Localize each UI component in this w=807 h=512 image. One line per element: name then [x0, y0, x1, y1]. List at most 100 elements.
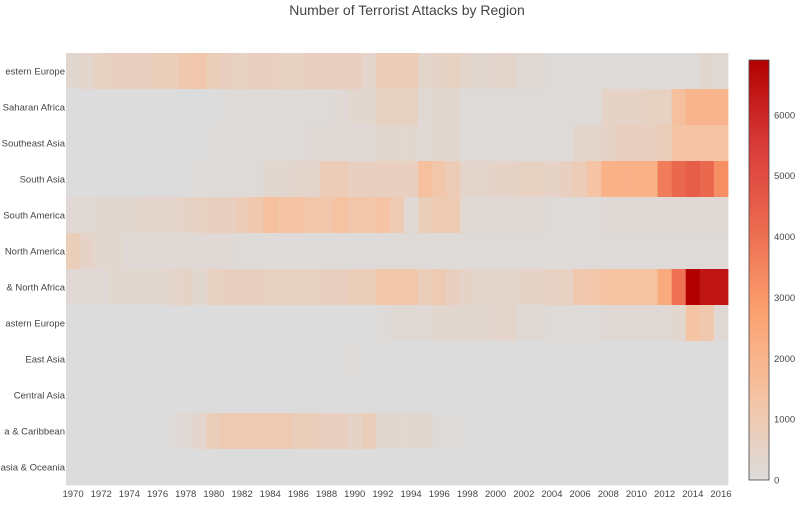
heatmap-cell — [474, 53, 489, 90]
heatmap-cell — [573, 269, 588, 306]
heatmap-cell — [277, 377, 292, 414]
heatmap-cell — [108, 53, 123, 90]
heatmap-cell — [587, 53, 602, 90]
heatmap-cell — [629, 233, 644, 270]
heatmap-cell — [192, 377, 208, 414]
heatmap-cell — [544, 161, 560, 198]
heatmap-cell — [389, 197, 405, 234]
heatmap-cell — [502, 413, 518, 450]
heatmap-cell — [220, 161, 236, 198]
heatmap-cell — [94, 53, 109, 90]
heatmap-cell — [80, 305, 95, 342]
heatmap-cell — [643, 161, 658, 198]
heatmap-cell — [432, 377, 447, 414]
heatmap-cell — [601, 53, 616, 90]
heatmap-cell — [80, 449, 95, 486]
heatmap-cell — [671, 449, 687, 486]
heatmap-cell — [657, 53, 673, 90]
heatmap-cell — [347, 269, 363, 306]
heatmap-cell — [94, 161, 109, 198]
heatmap-cell — [206, 53, 222, 90]
heatmap-cell — [291, 125, 306, 162]
heatmap-cell — [220, 449, 236, 486]
heatmap-cell — [404, 377, 419, 414]
heatmap-cell — [516, 341, 532, 378]
x-tick-label: 1982 — [231, 489, 252, 500]
heatmap-cell — [347, 377, 363, 414]
heatmap-cell — [544, 377, 560, 414]
heatmap-cell — [178, 341, 194, 378]
x-tick-label: 2016 — [710, 489, 731, 500]
heatmap-cell — [685, 89, 701, 126]
y-tick-label: a & Caribbean — [4, 427, 65, 438]
heatmap-cell — [206, 197, 222, 234]
heatmap-cell — [629, 161, 644, 198]
colorbar-ticks: 0 1000 2000 3000 4000 5000 6000 — [774, 110, 795, 486]
x-tick-label: 1992 — [372, 489, 393, 500]
heatmap-cell — [249, 89, 264, 126]
heatmap-cell — [657, 269, 673, 306]
heatmap-cell — [305, 125, 320, 162]
heatmap-cell — [544, 89, 560, 126]
heatmap-cell — [122, 233, 137, 270]
heatmap-cell — [277, 269, 292, 306]
heatmap-cell — [502, 89, 518, 126]
heatmap-cell — [206, 449, 222, 486]
heatmap-cell — [418, 449, 433, 486]
heatmap-cell — [80, 377, 95, 414]
heatmap-cell — [108, 449, 123, 486]
heatmap-cell — [249, 125, 264, 162]
heatmap-cell — [249, 341, 264, 378]
heatmap-cell — [249, 377, 264, 414]
heatmap-cell — [305, 305, 320, 342]
heatmap-cell — [94, 341, 109, 378]
heatmap-cell — [516, 233, 532, 270]
heatmap-cell — [544, 125, 560, 162]
heatmap-cell — [249, 449, 264, 486]
heatmap-cell — [136, 449, 151, 486]
heatmap-cell — [122, 305, 137, 342]
heatmap-cell — [685, 413, 701, 450]
heatmap-cell — [220, 269, 236, 306]
heatmap-cell — [192, 449, 208, 486]
heatmap-cell — [164, 53, 180, 90]
heatmap-cell — [544, 413, 560, 450]
heatmap-cell — [657, 233, 673, 270]
heatmap-cell — [136, 305, 151, 342]
heatmap-cell — [530, 449, 546, 486]
heatmap-cell — [488, 377, 504, 414]
heatmap-cell — [192, 341, 208, 378]
heatmap-cell — [80, 53, 95, 90]
heatmap-cell — [361, 269, 377, 306]
heatmap-cell — [122, 161, 137, 198]
heatmap-cell — [685, 197, 701, 234]
heatmap-cell — [136, 161, 151, 198]
heatmap-cell — [178, 89, 194, 126]
heatmap-cell — [389, 53, 405, 90]
heatmap-cell — [347, 305, 363, 342]
heatmap-cell — [544, 233, 560, 270]
heatmap-cell — [418, 89, 433, 126]
heatmap-cell — [699, 305, 715, 342]
heatmap-cell — [66, 449, 81, 486]
heatmap-cell — [164, 341, 180, 378]
heatmap-cell — [361, 305, 377, 342]
heatmap-cell — [150, 449, 165, 486]
heatmap-cell — [432, 161, 447, 198]
heatmap-cell — [432, 305, 447, 342]
heatmap-cell — [347, 89, 363, 126]
heatmap-cell — [404, 341, 419, 378]
heatmap-cell — [291, 197, 306, 234]
heatmap-cell — [122, 197, 137, 234]
heatmap-cell — [319, 449, 335, 486]
heatmap-cell — [206, 341, 222, 378]
heatmap-cell — [347, 413, 363, 450]
heatmap-cell — [108, 377, 123, 414]
heatmap-cell — [685, 449, 701, 486]
heatmap-cell — [643, 53, 658, 90]
heatmap-cell — [136, 269, 151, 306]
heatmap-cell — [587, 89, 602, 126]
heatmap-cell — [319, 341, 335, 378]
heatmap-cell — [249, 53, 264, 90]
heatmap-cell — [446, 233, 461, 270]
